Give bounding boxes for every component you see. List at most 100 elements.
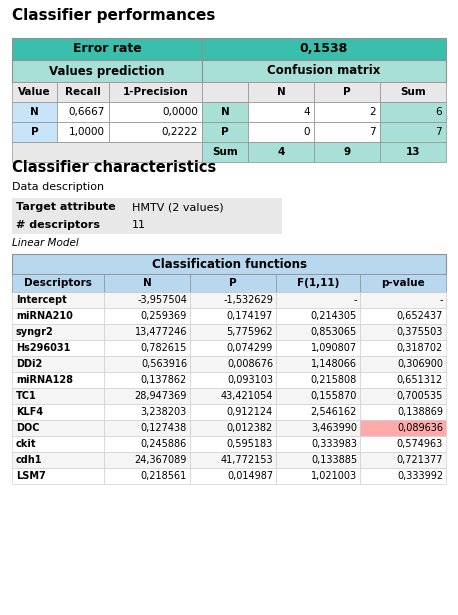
- Text: 0,138869: 0,138869: [397, 407, 443, 417]
- Bar: [57, 102, 109, 122]
- Bar: [12, 216, 282, 234]
- Text: HMTV (2 values): HMTV (2 values): [132, 202, 224, 212]
- Text: N: N: [142, 278, 152, 288]
- Text: 0,218561: 0,218561: [141, 471, 187, 481]
- Bar: [276, 468, 360, 484]
- Text: Target attribute: Target attribute: [16, 202, 115, 212]
- Bar: [380, 142, 446, 162]
- Text: 9: 9: [344, 147, 350, 157]
- Text: P: P: [343, 87, 351, 97]
- Bar: [202, 82, 248, 102]
- Text: 0,2222: 0,2222: [162, 127, 198, 137]
- Text: Hs296031: Hs296031: [16, 343, 71, 353]
- Text: 1,021003: 1,021003: [311, 471, 357, 481]
- Bar: [276, 404, 360, 420]
- Bar: [248, 142, 314, 162]
- Bar: [248, 102, 314, 122]
- Text: LSM7: LSM7: [16, 471, 46, 481]
- Text: 0,782615: 0,782615: [141, 343, 187, 353]
- Bar: [104, 308, 190, 324]
- Text: Intercept: Intercept: [16, 295, 67, 305]
- Text: N: N: [30, 107, 39, 117]
- Text: syngr2: syngr2: [16, 327, 54, 337]
- Bar: [12, 308, 104, 324]
- Bar: [190, 340, 276, 356]
- Text: 0,563916: 0,563916: [141, 359, 187, 369]
- Text: 0,074299: 0,074299: [227, 343, 273, 353]
- Text: 0,1538: 0,1538: [300, 42, 348, 55]
- Text: Values prediction: Values prediction: [49, 65, 165, 77]
- Bar: [276, 340, 360, 356]
- Bar: [109, 82, 202, 102]
- Text: 0,215808: 0,215808: [311, 375, 357, 385]
- Bar: [12, 372, 104, 388]
- Text: Classifier characteristics: Classifier characteristics: [12, 160, 216, 175]
- Bar: [360, 324, 446, 340]
- Text: 0,6667: 0,6667: [69, 107, 105, 117]
- Bar: [109, 102, 202, 122]
- Text: 0,012382: 0,012382: [227, 423, 273, 433]
- Text: 7: 7: [369, 127, 376, 137]
- Text: 24,367089: 24,367089: [135, 455, 187, 465]
- Text: 0,089636: 0,089636: [397, 423, 443, 433]
- Text: Data description: Data description: [12, 182, 104, 192]
- Bar: [190, 356, 276, 372]
- Text: Confusion matrix: Confusion matrix: [267, 65, 381, 77]
- Bar: [104, 436, 190, 452]
- Bar: [360, 420, 446, 436]
- Text: TC1: TC1: [16, 391, 37, 401]
- Text: 0,333983: 0,333983: [311, 439, 357, 449]
- Text: P: P: [221, 127, 229, 137]
- Bar: [109, 122, 202, 142]
- Text: 0,137862: 0,137862: [141, 375, 187, 385]
- Bar: [12, 452, 104, 468]
- Bar: [360, 468, 446, 484]
- Bar: [12, 404, 104, 420]
- Text: -: -: [440, 295, 443, 305]
- Text: 7: 7: [436, 127, 442, 137]
- Bar: [190, 452, 276, 468]
- Bar: [248, 82, 314, 102]
- Bar: [202, 38, 446, 60]
- Text: DOC: DOC: [16, 423, 39, 433]
- Text: P: P: [31, 127, 38, 137]
- Bar: [314, 102, 380, 122]
- Text: P: P: [229, 278, 237, 288]
- Text: 0,912124: 0,912124: [227, 407, 273, 417]
- Text: 1,090807: 1,090807: [311, 343, 357, 353]
- Text: F(1,11): F(1,11): [297, 278, 339, 288]
- Bar: [276, 292, 360, 308]
- Bar: [12, 436, 104, 452]
- Bar: [104, 292, 190, 308]
- Bar: [12, 60, 202, 82]
- Bar: [104, 468, 190, 484]
- Text: 0,014987: 0,014987: [227, 471, 273, 481]
- Bar: [190, 468, 276, 484]
- Text: ckit: ckit: [16, 439, 37, 449]
- Bar: [360, 308, 446, 324]
- Text: 0,375503: 0,375503: [397, 327, 443, 337]
- Text: DDi2: DDi2: [16, 359, 42, 369]
- Text: 0: 0: [304, 127, 310, 137]
- Bar: [380, 82, 446, 102]
- Text: 13,477246: 13,477246: [135, 327, 187, 337]
- Text: KLF4: KLF4: [16, 407, 43, 417]
- Bar: [360, 292, 446, 308]
- Bar: [276, 356, 360, 372]
- Bar: [190, 404, 276, 420]
- Text: miRNA210: miRNA210: [16, 311, 73, 321]
- Text: 11: 11: [132, 220, 146, 230]
- Text: 1,148066: 1,148066: [311, 359, 357, 369]
- Text: 6: 6: [436, 107, 442, 117]
- Bar: [360, 274, 446, 292]
- Text: 4: 4: [303, 107, 310, 117]
- Bar: [314, 82, 380, 102]
- Bar: [314, 142, 380, 162]
- Bar: [360, 340, 446, 356]
- Text: 0,174197: 0,174197: [227, 311, 273, 321]
- Text: 2,546162: 2,546162: [311, 407, 357, 417]
- Bar: [104, 452, 190, 468]
- Bar: [104, 372, 190, 388]
- Text: 41,772153: 41,772153: [220, 455, 273, 465]
- Bar: [104, 340, 190, 356]
